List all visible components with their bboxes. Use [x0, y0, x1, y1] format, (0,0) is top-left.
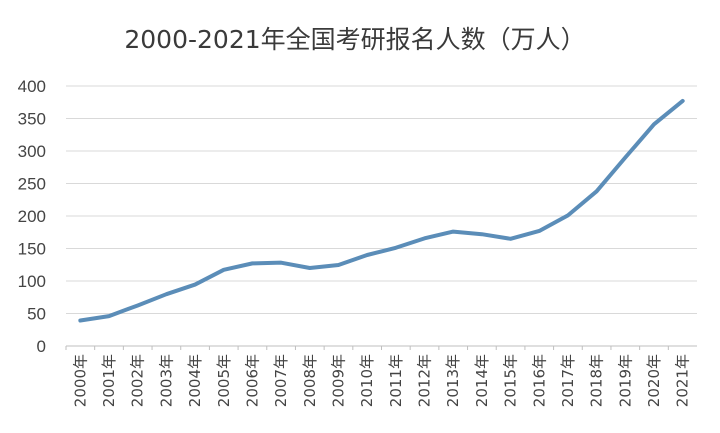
y-tick-label: 350 — [18, 110, 46, 129]
y-tick-label: 250 — [18, 175, 46, 194]
x-tick-label: 2002年 — [129, 354, 147, 407]
data-point — [136, 303, 140, 307]
x-tick-label: 2011年 — [387, 354, 405, 407]
data-point — [652, 122, 656, 126]
x-tick-label: 2021年 — [674, 354, 692, 407]
x-tick-label: 2007年 — [272, 354, 290, 407]
x-tick-label: 2020年 — [645, 354, 663, 407]
x-tick-label: 2012年 — [416, 354, 434, 407]
y-axis-ticks: 0 50 100 150 200 250 300 350 400 — [18, 77, 46, 356]
data-point — [451, 230, 455, 234]
data-point — [365, 253, 369, 257]
y-tick-label: 50 — [27, 305, 46, 324]
data-point — [107, 314, 111, 318]
data-point — [164, 292, 168, 296]
x-tick-label: 2017年 — [559, 354, 577, 407]
x-tick-label: 2009年 — [329, 354, 347, 407]
x-tick-label: 2001年 — [100, 354, 118, 407]
y-tick-label: 0 — [37, 337, 46, 356]
x-tick-label: 2003年 — [157, 354, 175, 407]
data-point — [250, 261, 254, 265]
x-tick-label: 2014年 — [473, 354, 491, 407]
gridlines — [66, 85, 697, 347]
data-point — [279, 261, 283, 265]
y-tick-label: 400 — [18, 77, 46, 96]
x-tick-label: 2018年 — [588, 354, 606, 407]
x-tick-label: 2006年 — [243, 354, 261, 407]
x-tick-label: 2005年 — [215, 354, 233, 407]
data-point — [623, 156, 627, 159]
x-axis-ticks: 2000年 2001年 2002年 2003年 2004年 2005年 2006年 2007年… — [65, 346, 692, 407]
data-point — [566, 213, 570, 217]
x-tick-label: 2000年 — [71, 354, 89, 407]
data-point — [423, 236, 427, 240]
y-tick-label: 300 — [18, 142, 46, 161]
data-point — [222, 268, 226, 272]
data-point — [193, 283, 197, 287]
data-point — [681, 99, 685, 103]
x-tick-label: 2008年 — [301, 354, 319, 407]
x-tick-label: 2016年 — [530, 354, 548, 407]
data-point — [78, 319, 82, 323]
y-tick-label: 200 — [18, 207, 46, 226]
series-line — [78, 98, 685, 323]
x-tick-label: 2019年 — [616, 354, 634, 407]
data-point — [509, 237, 513, 241]
y-tick-label: 100 — [18, 272, 46, 291]
x-tick-label: 2015年 — [502, 354, 520, 407]
x-tick-label: 2010年 — [358, 354, 376, 407]
data-point — [308, 266, 312, 270]
x-tick-label: 2004年 — [186, 354, 204, 407]
y-tick-label: 150 — [18, 240, 46, 259]
data-point — [336, 263, 340, 267]
data-point — [537, 229, 541, 233]
chart-title: 2000-2021年全国考研报名人数（万人） — [124, 25, 585, 54]
series-layer — [78, 98, 685, 323]
data-point — [480, 232, 484, 236]
data-point — [595, 189, 599, 193]
x-tick-label: 2013年 — [444, 354, 462, 407]
data-point — [394, 246, 398, 250]
